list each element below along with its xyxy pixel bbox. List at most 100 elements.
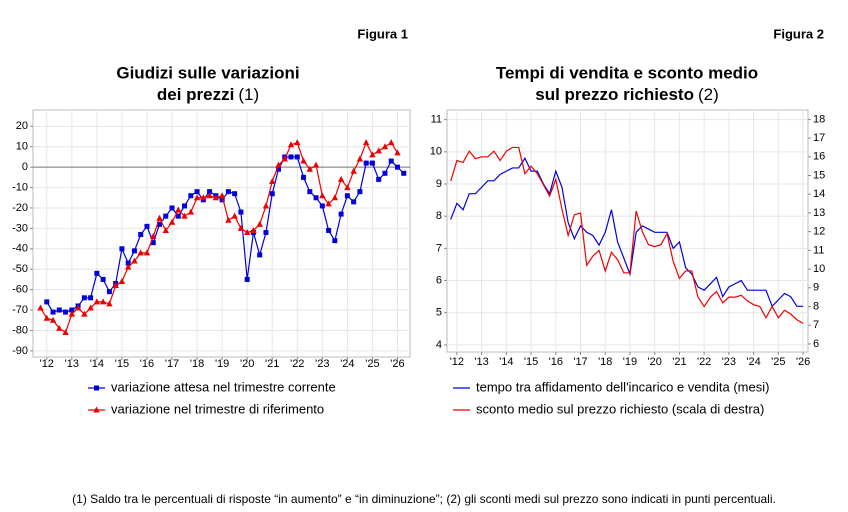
marker <box>69 307 75 313</box>
x-tick-label: '25 <box>771 356 785 368</box>
marker <box>325 200 332 207</box>
chart: Figura 2 Tempi di vendita e sconto medio s… <box>430 26 826 416</box>
x-tick-label: '14 <box>499 356 513 368</box>
marker <box>144 223 150 229</box>
chart-title: dei prezzi (1) <box>157 85 259 104</box>
x-tick-label: '24 <box>746 356 760 368</box>
x-tick-label: '26 <box>390 358 404 370</box>
x-tick-label: '17 <box>573 356 587 368</box>
series-line <box>450 157 804 308</box>
marker <box>281 155 288 162</box>
legend-marker <box>94 385 99 391</box>
marker <box>337 175 345 182</box>
footnote: (1) Saldo tra le percentuali di risposte… <box>72 492 776 506</box>
marker <box>338 211 344 217</box>
marker <box>187 208 195 215</box>
marker <box>81 310 88 317</box>
marker <box>88 295 94 301</box>
marker <box>243 228 251 235</box>
series-line <box>450 146 804 324</box>
x-tick-label: '12 <box>450 356 464 368</box>
x-tick-label: '23 <box>315 358 329 370</box>
figure-label: Figura 1 <box>357 26 408 41</box>
marker <box>332 238 338 244</box>
marker <box>382 170 388 176</box>
marker <box>362 139 370 146</box>
x-tick-label: '25 <box>365 358 379 370</box>
marker <box>200 194 207 201</box>
x-tick-label: '26 <box>796 356 810 368</box>
y-tick-label: 5 <box>436 307 442 319</box>
y-tick-label: 4 <box>436 339 442 351</box>
x-tick-label: '19 <box>623 356 637 368</box>
marker <box>188 193 194 199</box>
chart-title: Tempi di vendita e sconto medio <box>496 63 758 82</box>
marker <box>269 191 275 197</box>
marker <box>37 304 44 311</box>
y2-tick-label: 10 <box>813 263 825 275</box>
y-tick-label: 8 <box>436 210 442 222</box>
marker <box>375 147 382 154</box>
series-line <box>46 156 405 313</box>
x-tick-label: '18 <box>598 356 612 368</box>
marker <box>206 192 213 199</box>
marker <box>175 206 182 213</box>
series-line <box>39 141 398 334</box>
legend-marker <box>93 406 100 413</box>
marker <box>168 218 176 225</box>
y2-tick-label: 14 <box>813 188 825 200</box>
marker <box>287 141 295 148</box>
y-tick-label: -90 <box>12 345 28 357</box>
y2-tick-label: 11 <box>813 244 824 256</box>
legend-label: variazione nel trimestre di riferimento <box>111 401 324 416</box>
marker <box>369 160 375 166</box>
y2-tick-label: 8 <box>813 300 819 312</box>
chart-title-line: dei prezzi <box>157 85 234 104</box>
marker <box>68 310 76 317</box>
marker <box>288 154 294 160</box>
marker <box>50 309 56 315</box>
marker <box>181 212 188 219</box>
marker <box>125 260 131 266</box>
y-tick-label: -10 <box>12 181 28 193</box>
marker <box>356 155 364 162</box>
marker <box>344 184 351 191</box>
marker <box>94 270 100 276</box>
marker <box>119 246 125 252</box>
y-tick-label: -70 <box>12 304 28 316</box>
marker <box>193 194 201 201</box>
marker <box>231 212 238 219</box>
marker <box>182 203 188 209</box>
marker <box>381 143 389 150</box>
y2-tick-label: 6 <box>813 338 819 350</box>
marker <box>100 276 106 282</box>
marker <box>143 249 151 256</box>
marker <box>263 229 269 235</box>
marker <box>313 195 319 201</box>
marker <box>301 174 307 180</box>
marker <box>376 176 382 182</box>
x-tick-label: '13 <box>65 358 79 370</box>
marker <box>106 300 113 307</box>
marker <box>74 304 82 311</box>
marker <box>394 164 400 170</box>
marker <box>388 158 394 164</box>
marker <box>237 224 245 231</box>
marker <box>319 192 326 199</box>
marker <box>307 189 313 195</box>
y-tick-label: -80 <box>12 324 28 336</box>
marker <box>112 282 119 289</box>
marker <box>87 304 94 311</box>
marker <box>275 166 281 172</box>
marker <box>131 257 138 264</box>
y2-tick-label: 9 <box>813 282 819 294</box>
marker <box>363 160 369 166</box>
marker <box>269 177 276 184</box>
y2-tick-label: 15 <box>813 169 825 181</box>
x-tick-label: '23 <box>722 356 736 368</box>
chart: Figura 1 Giudizi sulle variazioni dei prez… <box>12 26 411 416</box>
marker <box>118 277 126 284</box>
marker <box>56 307 62 313</box>
y-tick-label: -20 <box>12 202 28 214</box>
